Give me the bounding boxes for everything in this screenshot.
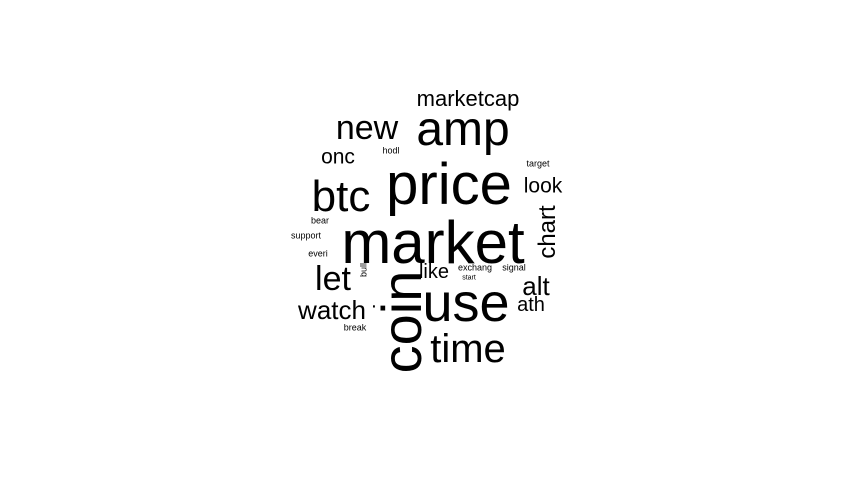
- word-like: like: [418, 261, 450, 283]
- word-start: start: [462, 274, 476, 282]
- word-support: support: [290, 230, 322, 241]
- word-time: time: [430, 327, 506, 371]
- word-use: use: [422, 273, 510, 333]
- word-signal: signal: [502, 262, 526, 273]
- word-hodl: hodl: [382, 145, 400, 156]
- word-amp: amp: [416, 103, 510, 156]
- word-everi: everi: [308, 248, 328, 259]
- word-marketcap: marketcap: [416, 86, 520, 111]
- word-watch: watch: [298, 295, 366, 325]
- word-market: market: [341, 209, 525, 276]
- word-btc: btc: [311, 172, 371, 221]
- word-let: let: [315, 260, 351, 298]
- word-exchang: exchang: [457, 262, 493, 273]
- word-bear: bear: [310, 215, 330, 226]
- word-new: new: [335, 109, 399, 147]
- word-dot: ·: [370, 295, 378, 317]
- word-target: target: [526, 158, 550, 169]
- word-break: break: [343, 322, 367, 333]
- word-alt: alt: [522, 271, 550, 301]
- word-chart: chart: [534, 205, 561, 259]
- word-ath: ath: [517, 294, 545, 316]
- word-price: price: [386, 152, 512, 217]
- word-look: look: [523, 174, 563, 198]
- word-onc: onc: [321, 145, 355, 169]
- word-bull: bull: [358, 262, 369, 278]
